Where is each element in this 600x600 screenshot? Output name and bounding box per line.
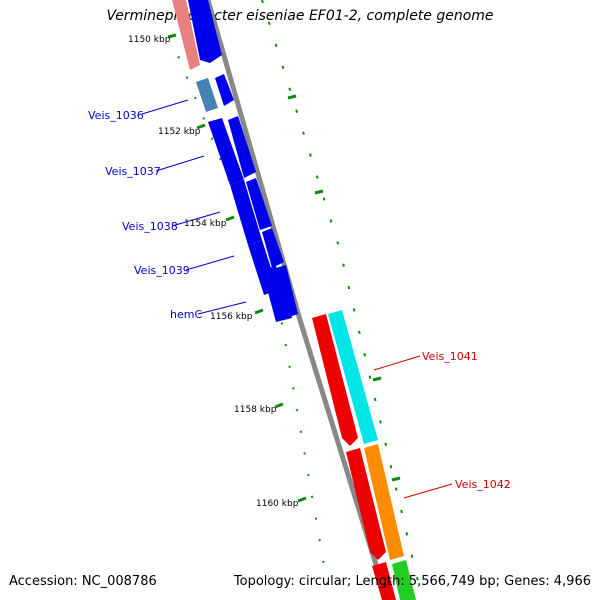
reverse-genes [312, 310, 416, 600]
gene-bar-veis1036-light [196, 78, 218, 112]
gene-label-veis1036: Veis_1036 [88, 109, 144, 122]
scale-label-1152: 1152 kbp [158, 127, 201, 137]
scale-label-1154: 1154 kbp [184, 219, 227, 229]
gene-bar-veis1041 [312, 314, 358, 446]
label-leaders [141, 99, 453, 499]
gene-label-veis1042: Veis_1042 [455, 478, 511, 491]
gene-label-veis1041: Veis_1041 [422, 350, 478, 363]
gene-label-veis1037: Veis_1037 [105, 165, 161, 178]
scale-label-1150: 1150 kbp [128, 35, 171, 45]
scale-labels: 1150 kbp 1152 kbp 1154 kbp 1156 kbp 1158… [128, 35, 299, 509]
gene-bar-veis1036 [215, 74, 234, 106]
major-ticks [167, 33, 401, 503]
scale-label-1158: 1158 kbp [234, 405, 277, 415]
accession-text: Accession: NC_008786 [9, 574, 157, 589]
scale-label-1160: 1160 kbp [256, 499, 299, 509]
gene-bar-veis1041-cyan [328, 310, 378, 444]
gene-label-veis1039: Veis_1039 [134, 264, 190, 277]
forward-genes [172, 0, 298, 322]
gene-label-hemc: hemC [170, 308, 202, 321]
gene-labels: Veis_1036 Veis_1037 Veis_1038 Veis_1039 … [88, 109, 511, 491]
gene-bar-veis1042-orange [364, 444, 404, 560]
gene-bar-veis1038-b [246, 178, 272, 230]
gene-bar-bottom-red [372, 562, 396, 600]
scale-label-1156: 1156 kbp [210, 312, 253, 322]
gene-bar-hemc-b [276, 265, 298, 318]
gene-bar-veis1039-b [262, 228, 284, 268]
gene-bar-top-pink [172, 0, 200, 70]
genome-backbone [205, 0, 390, 600]
gene-bar-top [188, 0, 222, 63]
genome-summary-text: Topology: circular; Length: 5,566,749 bp… [233, 574, 591, 589]
gene-bar-bottom-green [392, 560, 416, 600]
gene-bar-veis1042 [346, 448, 386, 560]
gene-bar-veis1037-a [208, 118, 244, 185]
gene-bar-veis1037-b [228, 116, 256, 178]
gene-bar-veis1038-a [230, 180, 262, 245]
gene-label-veis1038: Veis_1038 [122, 220, 178, 233]
